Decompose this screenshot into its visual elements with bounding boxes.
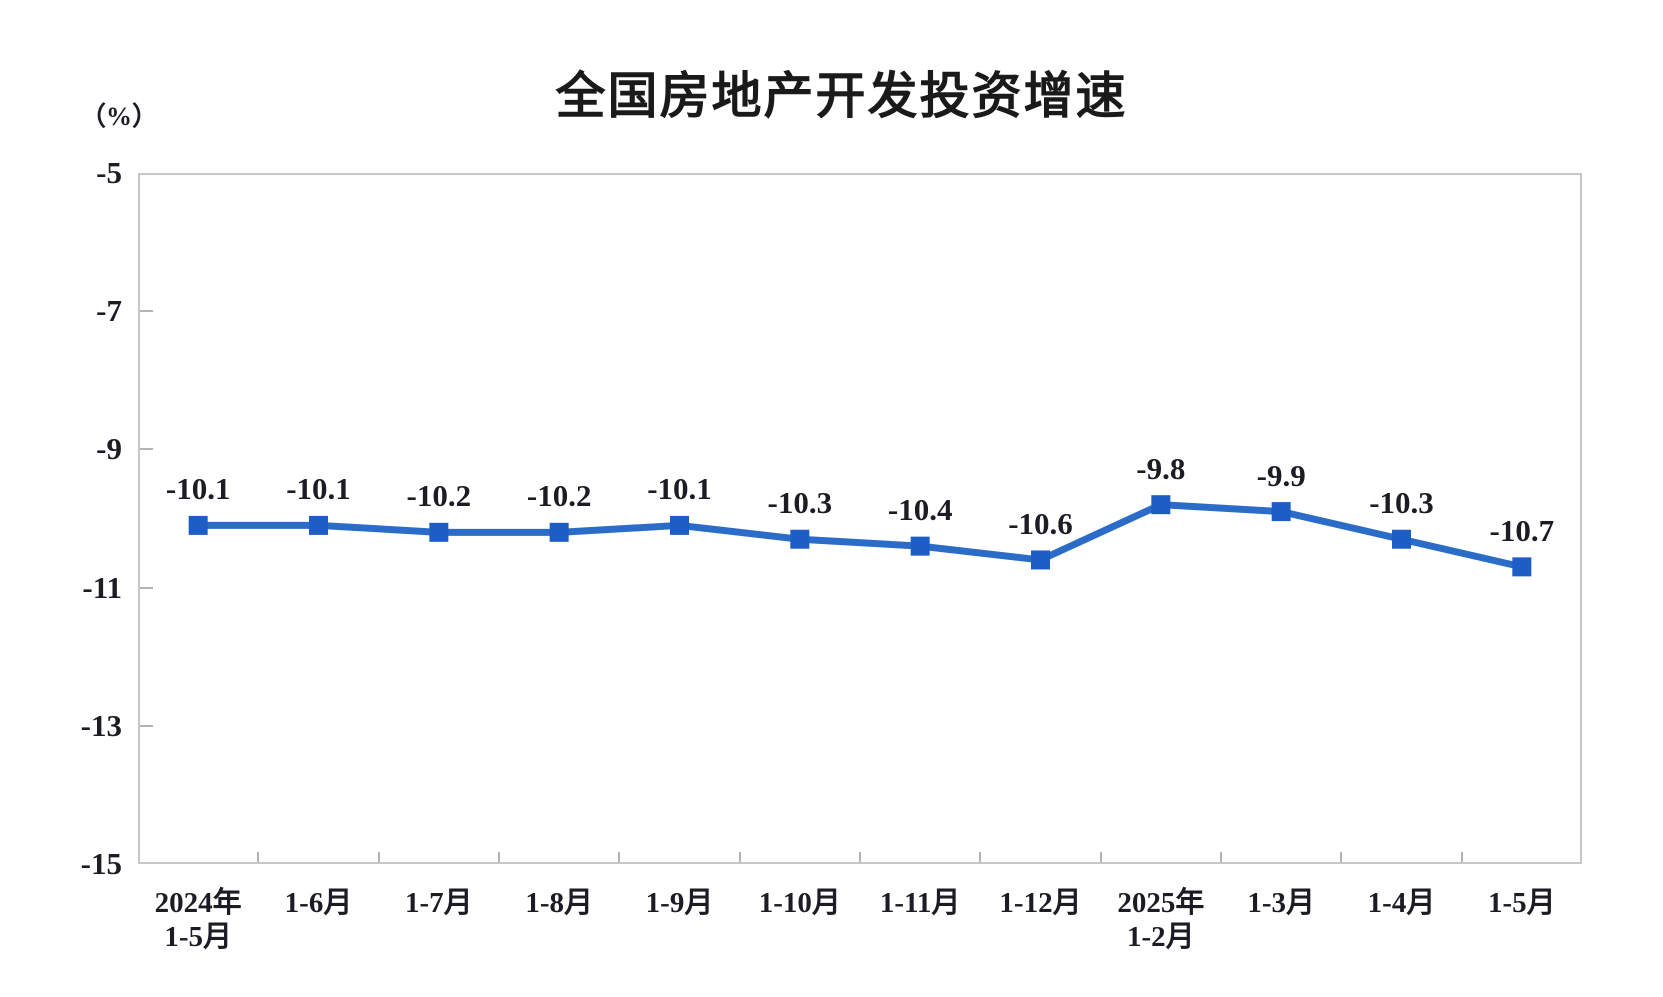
data-point-marker <box>1151 495 1171 515</box>
data-point-marker <box>188 515 208 535</box>
x-axis-tick-label: 1-3月 <box>1247 887 1315 919</box>
x-axis-tick-label: 1-8月 <box>525 887 593 919</box>
x-tick-mark <box>738 852 741 862</box>
data-point-marker <box>910 536 930 556</box>
series-line <box>198 501 1523 571</box>
data-point-label: -10.1 <box>165 471 231 507</box>
y-axis-tick-label: -15 <box>80 846 122 881</box>
x-tick-mark <box>1220 852 1222 862</box>
x-axis-tick-label: 1-12月 <box>999 887 1082 919</box>
x-tick-mark <box>377 852 380 862</box>
data-point-marker <box>790 529 810 549</box>
data-point-label: -10.1 <box>647 471 712 507</box>
data-point-label: -10.2 <box>406 478 472 514</box>
y-tick-mark <box>140 724 153 727</box>
y-axis-tick-label: -7 <box>96 293 122 329</box>
data-point-marker <box>549 522 569 542</box>
x-tick-mark <box>1460 852 1463 862</box>
x-tick-mark <box>257 852 260 862</box>
data-point-marker <box>1512 557 1532 577</box>
data-point-marker <box>670 515 689 535</box>
data-point-marker <box>1271 502 1291 522</box>
data-point-label: -10.4 <box>887 492 953 528</box>
line-series-plot <box>188 495 1532 577</box>
chart-title: 全国房地产开发投资增速 <box>555 67 1128 125</box>
x-tick-mark <box>1340 852 1343 862</box>
data-point-label: -10.3 <box>767 485 833 521</box>
x-axis-tick-label: 1-7月 <box>404 887 473 919</box>
data-point-label: -9.8 <box>1136 450 1186 486</box>
x-axis-tick-label: 1-9月 <box>645 887 714 919</box>
x-axis-tick-label: 2025年 1-2月 <box>1117 887 1205 953</box>
y-axis-tick-label: -13 <box>80 707 122 743</box>
y-tick-mark <box>140 586 153 589</box>
data-point-label: -10.1 <box>286 471 351 507</box>
data-point-label: -10.7 <box>1489 512 1555 548</box>
x-tick-mark <box>618 852 621 862</box>
data-point-label: -10.3 <box>1369 485 1434 521</box>
x-tick-mark <box>498 852 500 862</box>
y-axis-tick-label: -5 <box>96 155 122 190</box>
x-axis-tick-label: 1-11月 <box>879 887 961 919</box>
x-axis-tick-label: 2024年 1-5月 <box>154 887 242 953</box>
data-point-marker <box>1031 550 1050 570</box>
plot-area-frame <box>138 173 1582 864</box>
x-tick-mark <box>1099 852 1102 862</box>
y-axis-tick-label: -9 <box>96 431 122 467</box>
data-point-marker <box>429 522 449 542</box>
data-point-label: -9.9 <box>1256 457 1306 493</box>
y-tick-mark <box>140 310 153 313</box>
data-point-label: -10.6 <box>1008 505 1073 541</box>
x-axis-tick-label: 1-4月 <box>1367 887 1436 919</box>
y-tick-mark <box>140 448 153 451</box>
x-axis-tick-label: 1-10月 <box>758 887 841 919</box>
data-point-label: -10.2 <box>526 478 592 514</box>
y-axis-tick-label: -11 <box>82 569 122 605</box>
x-tick-mark <box>979 852 982 862</box>
x-axis-tick-label: 1-6月 <box>284 887 353 919</box>
y-axis-unit-label: （%） <box>80 102 159 131</box>
x-axis-tick-label: 1-5月 <box>1487 887 1556 919</box>
x-tick-mark <box>859 852 861 862</box>
data-point-marker <box>1392 529 1411 549</box>
data-point-marker <box>309 515 328 535</box>
